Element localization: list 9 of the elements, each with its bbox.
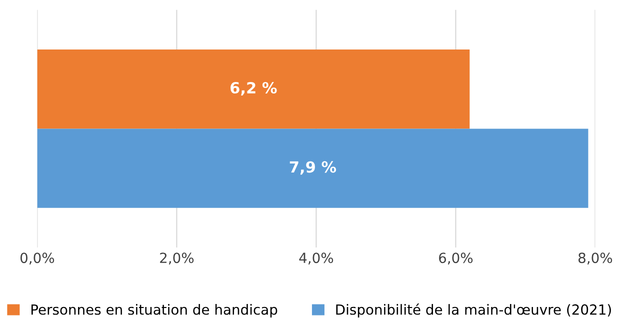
data-label: 7,9 % (290, 161, 336, 175)
legend-label: Disponibilité de la main-d'œuvre (2021) (336, 304, 611, 318)
x-tick-label: 0,0% (20, 252, 54, 265)
x-tick-label: 6,0% (439, 252, 473, 265)
x-tick-label: 4,0% (299, 252, 334, 265)
x-tick-label: 2,0% (160, 252, 194, 265)
legend-label: Personnes en situation de handicap (31, 304, 278, 318)
data-label: 6,2 % (230, 82, 277, 96)
x-tick-label: 8,0% (578, 252, 612, 265)
